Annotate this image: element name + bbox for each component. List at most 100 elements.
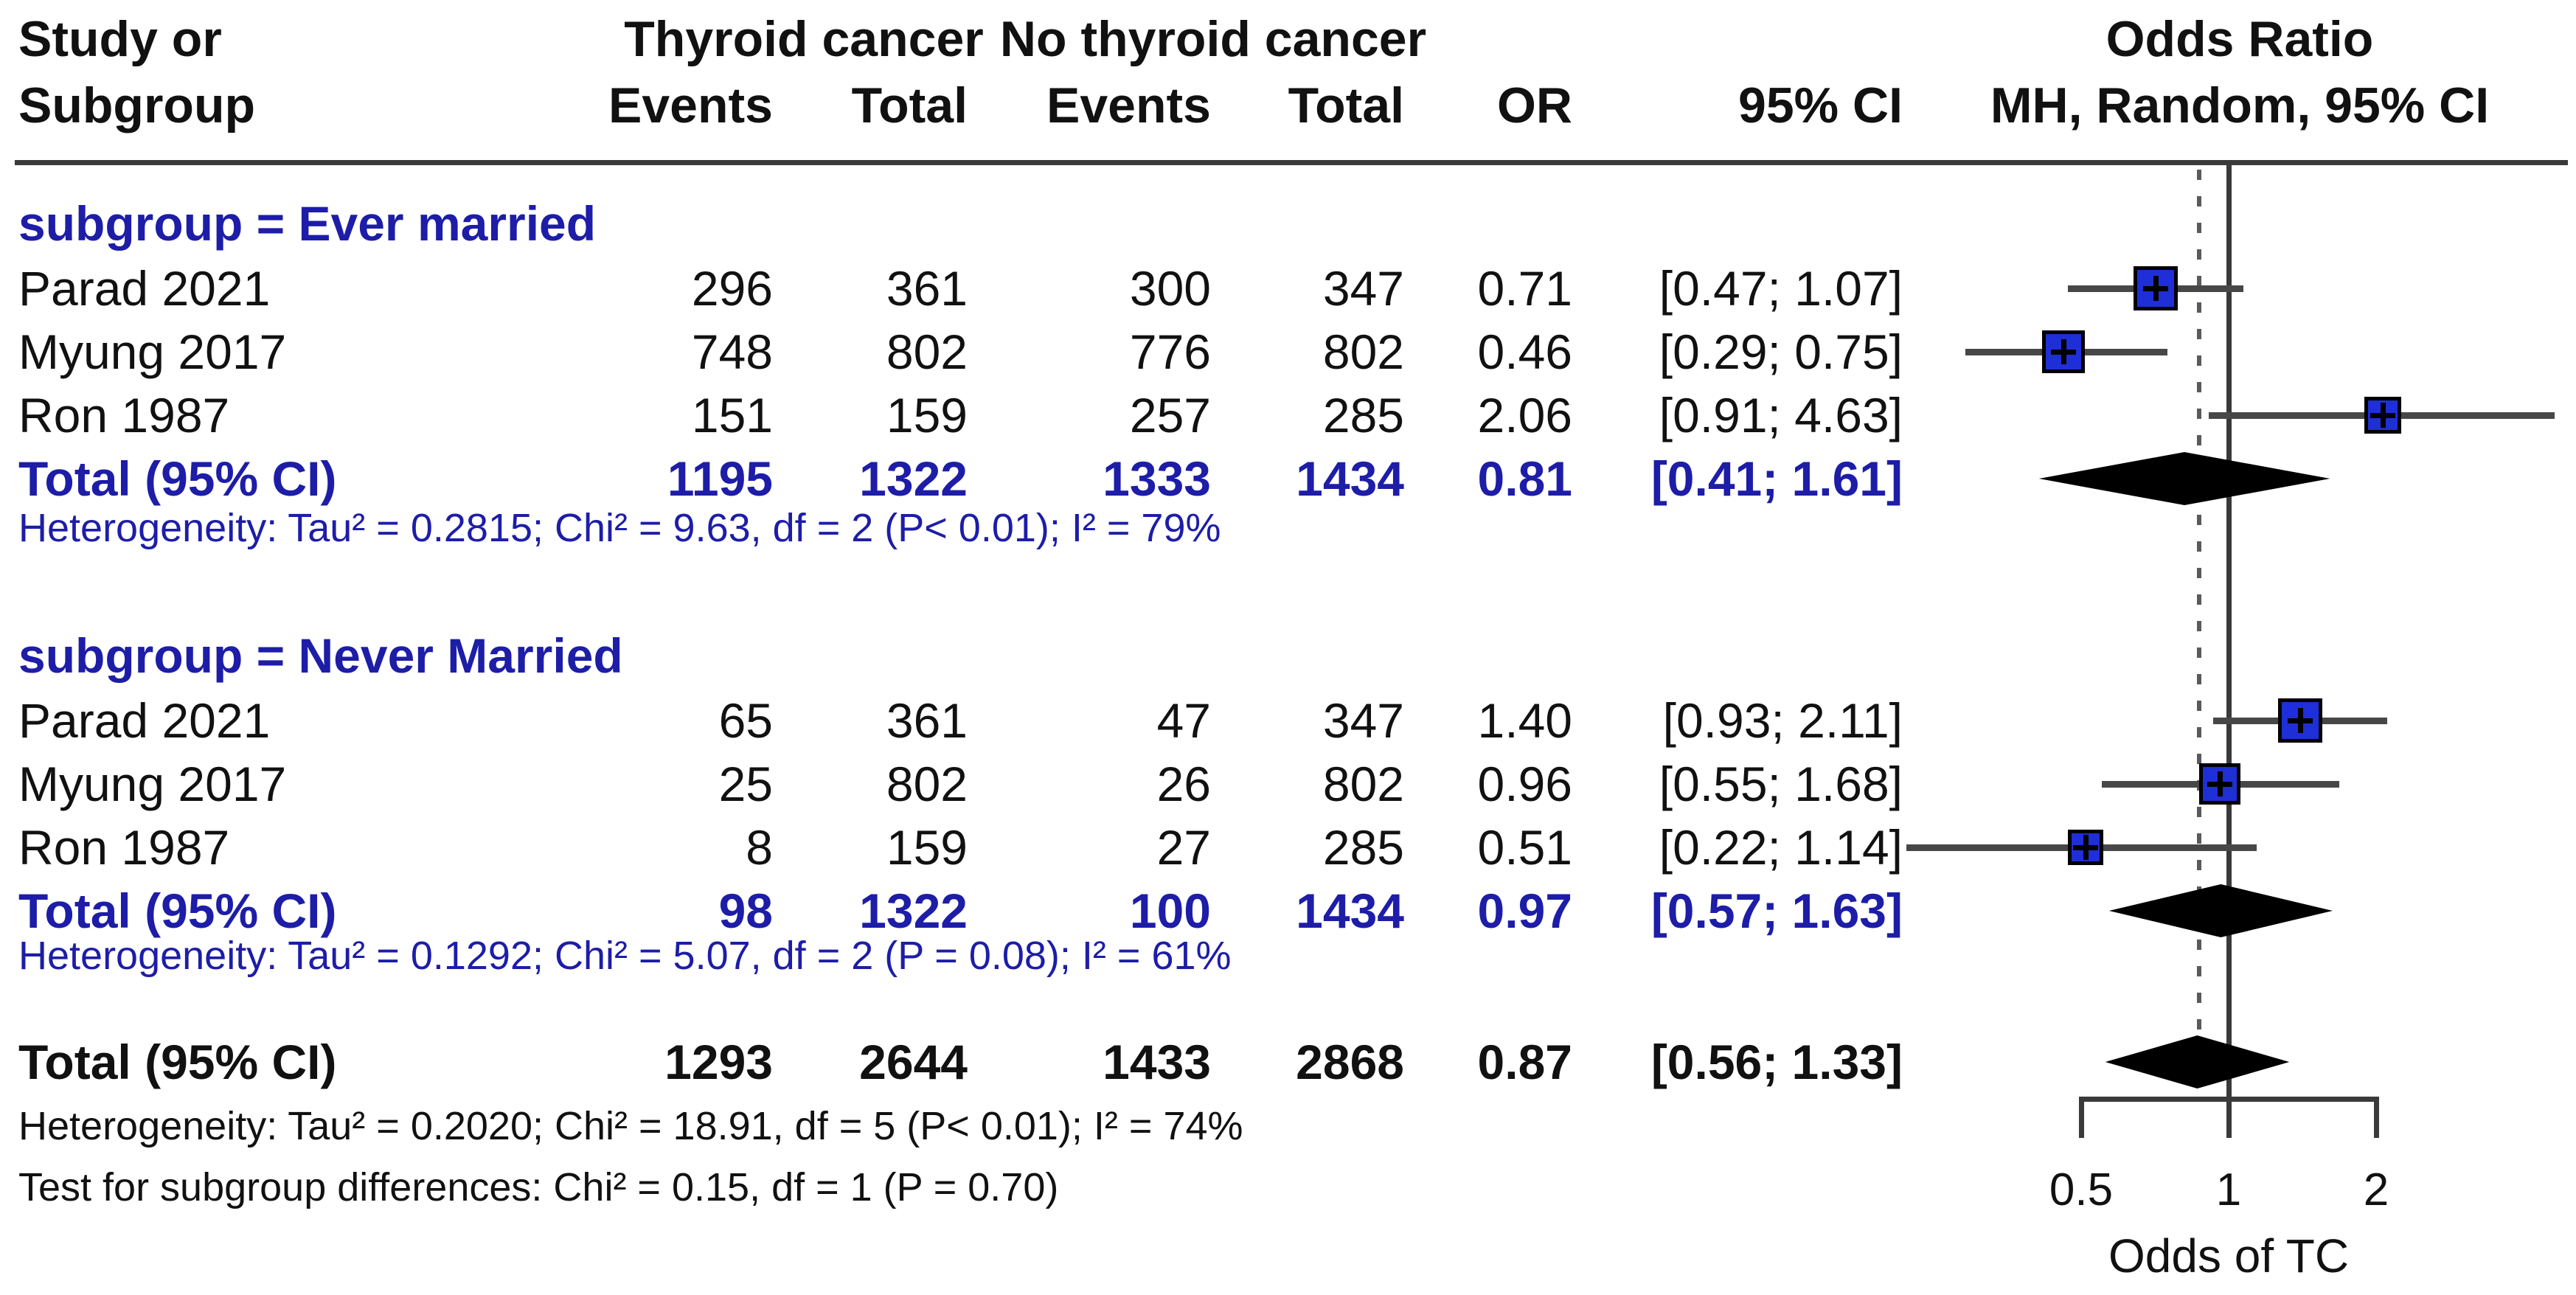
x-axis-tick	[2226, 1097, 2232, 1138]
subgroup-total-label: Total (95% CI)	[18, 883, 337, 938]
cell-e2: 776	[1129, 324, 1211, 379]
cell-t2: 2868	[1296, 1035, 1404, 1089]
subgroup-header: subgroup = Ever married	[18, 196, 597, 251]
header-95ci: 95% CI	[1738, 77, 1903, 133]
overall-total-label: Total (95% CI)	[18, 1035, 337, 1089]
header-events2: Events	[1046, 77, 1211, 133]
cell-e2: 257	[1129, 388, 1211, 442]
cell-t2: 285	[1322, 820, 1404, 875]
cell-e1: 748	[691, 324, 773, 379]
effect-center-tick-h	[2207, 782, 2233, 787]
cell-t1: 361	[886, 261, 968, 316]
subgroup-difference-test-text: Test for subgroup differences: Chi² = 0.…	[18, 1165, 1059, 1209]
cell-ci: [0.41; 1.61]	[1650, 451, 1903, 506]
cell-ci: [0.22; 1.14]	[1659, 820, 1903, 875]
cell-t1: 2644	[859, 1035, 968, 1089]
header-group-no-thyroid-cancer: No thyroid cancer	[999, 11, 1427, 67]
cell-t2: 1434	[1296, 451, 1404, 506]
header-study-line1: Study or	[18, 11, 222, 67]
cell-t2: 802	[1322, 757, 1404, 811]
cell-or: 0.81	[1477, 451, 1572, 506]
cell-e2: 26	[1156, 757, 1211, 811]
effect-center-tick-h	[2288, 718, 2313, 723]
cell-e1: 296	[691, 261, 773, 316]
study-label: Parad 2021	[18, 261, 271, 316]
cell-ci: [0.93; 2.11]	[1662, 693, 1903, 748]
overall-heterogeneity-text: Heterogeneity: Tau² = 0.2020; Chi² = 18.…	[18, 1104, 1243, 1148]
cell-e2: 47	[1156, 693, 1211, 748]
cell-or: 0.97	[1477, 883, 1572, 938]
cell-ci: [0.47; 1.07]	[1659, 261, 1903, 316]
cell-or: 0.46	[1477, 324, 1572, 379]
cell-t1: 802	[886, 757, 968, 811]
cell-e1: 25	[718, 757, 773, 811]
cell-or: 0.87	[1477, 1035, 1572, 1089]
subgroup-heterogeneity-text: Heterogeneity: Tau² = 0.1292; Chi² = 5.0…	[18, 934, 1232, 978]
cell-t2: 347	[1322, 261, 1404, 316]
header-total1: Total	[851, 77, 968, 133]
total-diamond	[2038, 452, 2330, 505]
cell-ci: [0.57; 1.63]	[1650, 883, 1903, 938]
x-axis-tick-label: 2	[2363, 1164, 2389, 1215]
header-total2: Total	[1288, 77, 1404, 133]
header-odds-ratio: Odds Ratio	[2105, 11, 2374, 67]
header-group-thyroid-cancer: Thyroid cancer	[624, 11, 984, 67]
header-or: OR	[1497, 77, 1572, 133]
header-mh-random: MH, Random, 95% CI	[1990, 77, 2490, 133]
cell-or: 2.06	[1477, 388, 1572, 442]
null-effect-line	[2226, 165, 2232, 1100]
cell-or: 0.71	[1477, 261, 1572, 316]
subgroup-total-label: Total (95% CI)	[18, 451, 337, 506]
cell-or: 1.40	[1477, 693, 1572, 748]
header-study-line2: Subgroup	[18, 77, 256, 133]
cell-e2: 1333	[1103, 451, 1211, 506]
cell-t1: 159	[886, 820, 968, 875]
cell-e1: 1195	[667, 451, 773, 506]
cell-e2: 1433	[1103, 1035, 1211, 1089]
effect-square	[2134, 266, 2179, 310]
cell-ci: [0.29; 0.75]	[1659, 324, 1903, 379]
cell-e1: 151	[691, 388, 773, 442]
header-events1: Events	[608, 77, 773, 133]
pooled-effect-dotted-line	[2196, 170, 2201, 1096]
cell-e2: 100	[1129, 883, 1211, 938]
study-label: Parad 2021	[18, 693, 271, 748]
x-axis-tick	[2374, 1097, 2379, 1138]
cell-e1: 1293	[664, 1035, 773, 1089]
cell-ci: [0.91; 4.63]	[1659, 388, 1903, 442]
cell-e2: 300	[1129, 261, 1211, 316]
cell-t2: 347	[1322, 693, 1404, 748]
cell-t2: 1434	[1296, 883, 1404, 938]
cell-t1: 1322	[859, 883, 968, 938]
cell-t2: 285	[1322, 388, 1404, 442]
cell-t1: 159	[886, 388, 968, 442]
effect-center-tick-h	[2370, 413, 2395, 418]
cell-ci: [0.55; 1.68]	[1659, 757, 1903, 811]
study-label: Myung 2017	[18, 324, 287, 379]
x-axis-title: Odds of TC	[2108, 1229, 2350, 1282]
cell-or: 0.96	[1477, 757, 1572, 811]
subgroup-heterogeneity-text: Heterogeneity: Tau² = 0.2815; Chi² = 9.6…	[18, 506, 1221, 550]
cell-ci: [0.56; 1.33]	[1650, 1035, 1903, 1089]
study-label: Myung 2017	[18, 757, 287, 811]
x-axis-tick-label: 1	[2215, 1164, 2242, 1215]
study-label: Ron 1987	[18, 388, 230, 442]
cell-t1: 1322	[859, 451, 968, 506]
x-axis-tick-label: 0.5	[2049, 1164, 2114, 1215]
subgroup-header: subgroup = Never Married	[18, 628, 623, 683]
cell-t1: 361	[886, 693, 968, 748]
cell-t2: 802	[1322, 324, 1404, 379]
cell-t1: 802	[886, 324, 968, 379]
x-axis-tick	[2079, 1097, 2084, 1138]
total-diamond	[2105, 1035, 2290, 1089]
total-diamond	[2108, 884, 2333, 937]
effect-center-tick-h	[2050, 350, 2076, 355]
cell-e1: 8	[746, 820, 773, 875]
cell-e1: 98	[718, 883, 773, 938]
effect-center-tick-h	[2143, 286, 2169, 291]
effect-center-tick-h	[2072, 845, 2098, 850]
cell-or: 0.51	[1477, 820, 1572, 875]
